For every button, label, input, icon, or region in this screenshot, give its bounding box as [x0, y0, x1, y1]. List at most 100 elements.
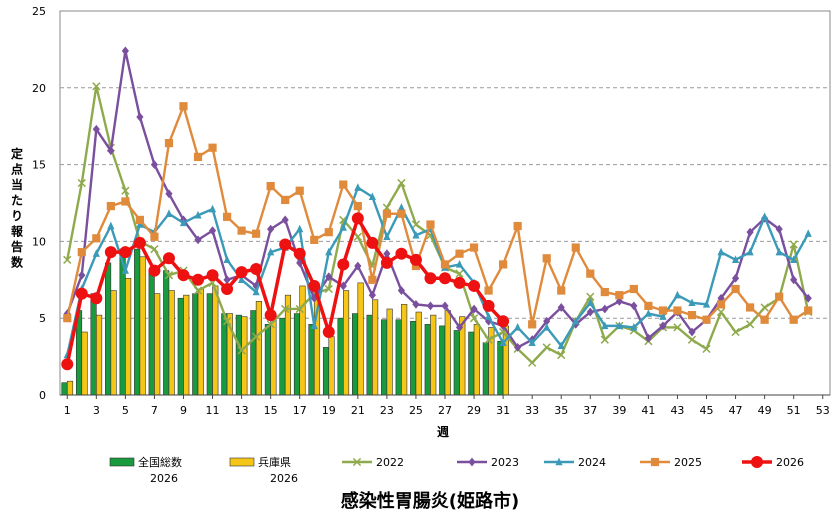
line-point — [497, 315, 510, 328]
bar — [482, 342, 489, 396]
line-point — [179, 102, 188, 111]
line-point — [751, 456, 763, 468]
line-point — [310, 321, 318, 330]
line-point — [543, 323, 551, 331]
bar — [264, 324, 271, 396]
line-point — [325, 247, 333, 256]
line-point — [136, 112, 144, 122]
bar — [401, 304, 408, 396]
line-point — [75, 287, 88, 300]
line-point — [223, 275, 231, 285]
line-point — [252, 332, 261, 341]
line-point — [252, 229, 261, 238]
y-tick-label: 20 — [32, 82, 46, 95]
legend-label-year: 2026 — [150, 472, 178, 485]
line-point — [528, 320, 537, 329]
y-axis-title-char: 数 — [11, 255, 24, 270]
line-point — [397, 203, 406, 211]
legend: 全国総数 2026 兵庫県 2026 2022 2023 2024 2025 2026 — [109, 455, 804, 485]
legend-label: 2026 — [776, 456, 804, 469]
line-point — [366, 236, 379, 249]
y-tick-label: 15 — [32, 159, 46, 172]
line-point — [557, 341, 565, 350]
line-point — [601, 321, 609, 330]
line-point — [615, 321, 623, 330]
line-point — [440, 260, 450, 269]
bar — [134, 248, 141, 396]
line-point — [237, 346, 246, 355]
line-point — [177, 269, 190, 282]
line-point — [237, 226, 246, 235]
line-point — [150, 232, 159, 241]
line-point — [804, 306, 813, 315]
line-point — [586, 269, 595, 278]
line-point — [235, 266, 248, 279]
line-point — [586, 307, 594, 317]
line-point — [514, 323, 522, 331]
bar — [439, 325, 446, 396]
x-tick-label: 37 — [583, 404, 597, 417]
x-tick-label: 11 — [206, 404, 220, 417]
bar — [410, 320, 417, 396]
y-tick-label: 5 — [39, 312, 46, 325]
line-point — [92, 124, 100, 134]
line-point — [77, 178, 86, 188]
line-point — [164, 138, 174, 148]
x-axis-title: 週 — [437, 424, 449, 439]
line-point — [121, 266, 129, 274]
legend-label: 2025 — [674, 456, 702, 469]
line-point — [469, 243, 479, 252]
line-point — [513, 221, 522, 231]
bar — [183, 294, 190, 396]
line-point — [281, 304, 290, 314]
line-point — [761, 212, 769, 221]
line-point — [121, 46, 129, 56]
line-point — [673, 306, 682, 315]
line-point — [104, 246, 117, 259]
x-tick-label: 17 — [293, 404, 307, 417]
line-point — [716, 307, 726, 317]
line-point — [267, 224, 275, 234]
x-tick-label: 25 — [409, 404, 423, 417]
y-tick-label: 10 — [32, 235, 46, 248]
bar — [468, 331, 475, 396]
bar — [125, 277, 132, 396]
y-axis-title-char: 点 — [11, 162, 23, 177]
legend-label: 2024 — [578, 456, 606, 469]
y-axis-title-char: 当 — [11, 177, 23, 192]
bar — [395, 319, 402, 396]
line-point — [716, 300, 726, 309]
line-point — [194, 210, 202, 219]
line-point — [426, 301, 435, 311]
bar — [168, 290, 175, 396]
bar — [430, 314, 437, 396]
line-point — [368, 290, 376, 300]
bar — [90, 293, 97, 396]
line-point — [77, 248, 86, 257]
line-point — [702, 299, 711, 308]
line-point — [659, 312, 667, 320]
line-point — [295, 304, 304, 314]
line-point — [455, 249, 464, 258]
bar — [206, 293, 213, 396]
line-point — [354, 183, 362, 191]
line-point — [745, 303, 755, 312]
line-point — [659, 321, 667, 331]
line-point — [804, 229, 812, 237]
bar — [212, 285, 219, 396]
line-point — [644, 309, 652, 317]
bar — [352, 313, 359, 396]
line-point — [354, 261, 362, 271]
line-point — [426, 220, 435, 229]
bar — [105, 262, 112, 396]
x-tick-label: 3 — [93, 404, 100, 417]
line-point — [468, 279, 481, 292]
x-tick-label: 5 — [122, 404, 129, 417]
x-tick-label: 29 — [467, 404, 481, 417]
line-point — [499, 338, 507, 346]
x-tick-label: 35 — [554, 404, 568, 417]
line-point — [789, 315, 798, 324]
line-point — [133, 236, 146, 249]
